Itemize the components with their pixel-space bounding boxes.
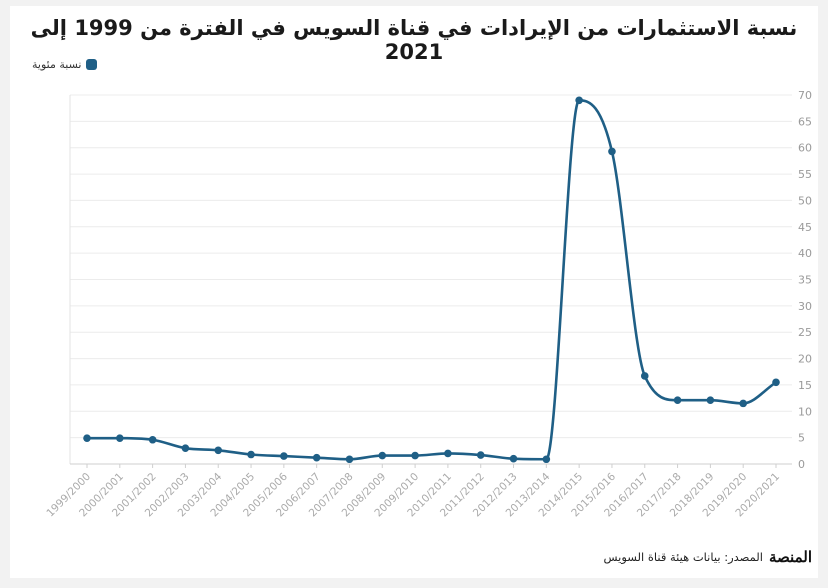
y-tick-label: 0 <box>798 458 805 471</box>
y-tick-label: 5 <box>798 432 805 445</box>
y-tick-label: 65 <box>798 115 812 128</box>
line-chart: 0 5 10 15 20 25 30 35 40 45 50 55 60 65 70 1999/200020… <box>44 89 812 519</box>
y-tick-label: 35 <box>798 274 812 287</box>
x-tick-labels: 1999/20002000/20012001/20022002/20032003… <box>44 470 782 519</box>
chart-title: نسبة الاستثمارات من الإيرادات في قناة ال… <box>30 16 798 64</box>
y-tick-label: 40 <box>798 247 812 260</box>
source-note: المصدر: بيانات هيئة قناة السويس <box>603 550 763 564</box>
data-point <box>181 444 190 452</box>
legend[interactable]: نسبة مئوية <box>32 58 98 71</box>
y-tick-label: 10 <box>798 405 812 418</box>
y-tick-label: 45 <box>798 221 812 234</box>
footer: المنصة المصدر: بيانات هيئة قناة السويس <box>603 548 813 566</box>
data-point <box>280 452 288 460</box>
data-point <box>476 451 485 459</box>
data-point <box>116 434 124 442</box>
legend-label: نسبة مئوية <box>32 58 82 71</box>
y-tick-label: 20 <box>798 353 812 366</box>
y-tick-label: 15 <box>798 379 812 392</box>
y-tick-labels: 0 5 10 15 20 25 30 35 40 45 50 55 60 65 70 <box>798 89 812 471</box>
data-point <box>575 96 583 105</box>
y-tick-label: 55 <box>798 168 812 181</box>
y-tick-label: 50 <box>798 194 812 207</box>
data-point <box>640 372 649 380</box>
data-point <box>83 434 91 442</box>
data-point <box>509 454 518 463</box>
data-point <box>247 450 255 459</box>
data-points <box>83 96 780 464</box>
chart-card: نسبة الاستثمارات من الإيرادات في قناة ال… <box>10 6 818 578</box>
data-point <box>345 455 354 464</box>
data-point <box>214 446 223 455</box>
y-tick-label: 70 <box>798 89 812 102</box>
y-tick-label: 25 <box>798 326 812 339</box>
data-point <box>739 399 747 408</box>
data-point <box>378 451 387 460</box>
data-point <box>772 378 780 387</box>
data-point <box>444 449 452 458</box>
y-tick-label: 30 <box>798 300 812 313</box>
data-point <box>542 455 551 464</box>
grid <box>70 94 792 439</box>
data-point <box>148 435 157 444</box>
data-point <box>608 147 616 156</box>
data-point <box>673 396 682 405</box>
data-point <box>411 451 419 460</box>
brand-logo: المنصة <box>769 548 813 566</box>
legend-swatch <box>86 59 98 70</box>
axes <box>69 95 792 468</box>
y-tick-label: 60 <box>798 142 812 155</box>
data-point <box>706 396 715 405</box>
data-point <box>312 453 321 462</box>
